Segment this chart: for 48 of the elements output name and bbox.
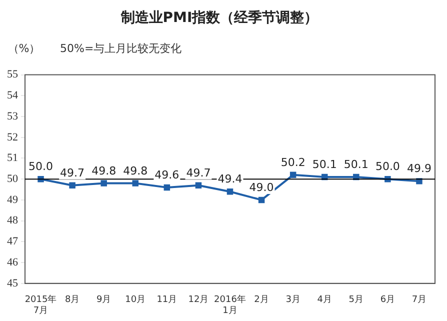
data-label: 50.0	[28, 160, 54, 174]
y-tick-label: 54	[7, 90, 18, 102]
y-tick-label: 51	[7, 152, 18, 164]
x-tick-label: 12月	[188, 295, 209, 306]
data-label: 50.1	[344, 158, 368, 172]
x-tick-label: 2月	[254, 295, 269, 306]
point	[132, 180, 139, 186]
x-tick-label: 6月	[380, 295, 396, 306]
y-tick-label: 52	[7, 131, 18, 144]
data-label: 49.8	[92, 164, 116, 178]
x-tick-label: 5月	[348, 295, 364, 306]
point	[195, 182, 202, 188]
point	[290, 172, 296, 178]
x-tick-label: 4月	[317, 295, 332, 306]
data-label: 49.9	[406, 162, 432, 176]
data-label: 50.0	[375, 160, 400, 174]
data-label: 49.7	[60, 166, 85, 180]
data-label: 49.0	[249, 180, 274, 194]
point	[164, 184, 170, 191]
data-label: 49.8	[123, 164, 148, 178]
point	[100, 180, 107, 186]
y-tick-label: 53	[7, 110, 18, 122]
chart-title: 制造业PMI指数（经季节调整）	[120, 9, 318, 26]
y-tick-label: 55	[7, 68, 18, 81]
point	[69, 182, 76, 188]
y-tick-label: 49	[7, 194, 18, 206]
point	[258, 196, 265, 204]
y-tick-label: 47	[7, 236, 18, 248]
data-label: 49.7	[186, 166, 211, 180]
data-label: 50.2	[280, 156, 306, 169]
data-label: 49.4	[218, 172, 242, 186]
x-tick-label: 9月	[96, 295, 112, 306]
x-tick-label: 10月	[125, 295, 146, 306]
y-tick-label: 48	[7, 214, 18, 227]
x-tick-label: 8月	[64, 295, 80, 306]
x-tick-label: 7月	[412, 295, 427, 306]
x-tick-label: 2015年 7月	[24, 294, 57, 316]
x-tick-label: 2016年 1月	[214, 294, 246, 316]
data-label: 50.1	[312, 158, 337, 172]
y-tick-label: 45	[7, 277, 18, 290]
point	[226, 188, 234, 195]
y-tick-label: 46	[7, 256, 18, 268]
text: 50%=与上月比较无变化	[60, 42, 182, 55]
x-tick-label: 3月	[286, 295, 300, 306]
data-label: 49.6	[154, 168, 180, 182]
y-tick-label: 50	[7, 172, 18, 185]
y-axis-title: （%）	[8, 42, 40, 55]
x-tick-label: 11月	[156, 295, 178, 306]
